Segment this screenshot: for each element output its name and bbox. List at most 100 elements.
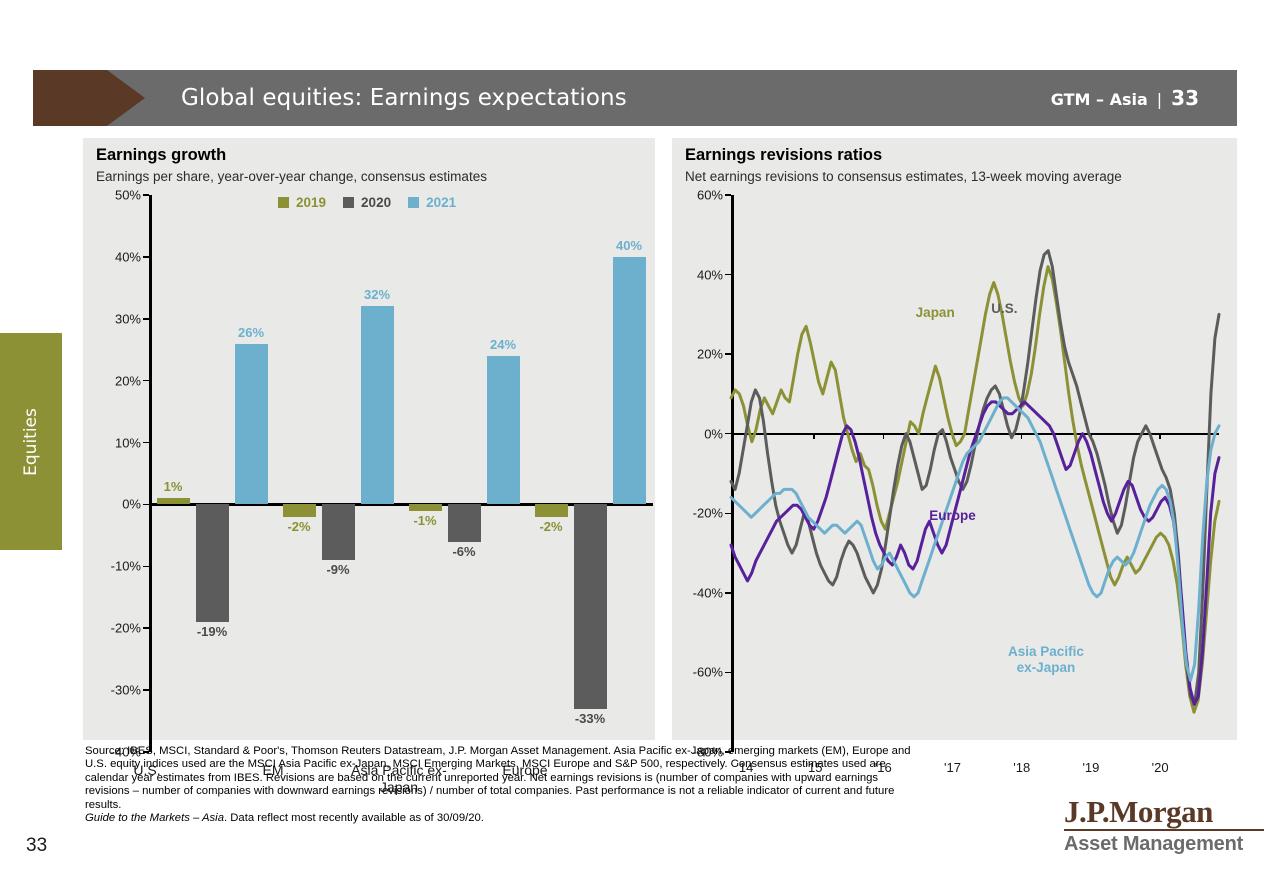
y-tick-label: -10%: [110, 558, 141, 574]
footnote-line-5: results.: [85, 798, 122, 811]
bar-2020-em[interactable]: [321, 504, 355, 561]
legend-swatch-2019: [278, 197, 289, 208]
category-label: U.S.: [133, 762, 161, 778]
x-tick: [1159, 433, 1161, 439]
bar-2019-asia-pacific-ex-japan[interactable]: [408, 504, 442, 511]
bar-2020-asia-pacific-ex-japan[interactable]: [447, 504, 481, 542]
y-tick-label: 30%: [114, 311, 141, 327]
legend-label-2021: 2021: [426, 195, 457, 210]
bar-chart-legend: 2019 2020 2021: [278, 195, 456, 210]
bar-2020-europe[interactable]: [573, 504, 607, 709]
bar-2021-asia-pacific-ex-japan[interactable]: [486, 355, 520, 505]
x-tick: [882, 433, 885, 439]
footnote-line-3: calendar year estimates from IBES. Revis…: [85, 771, 879, 784]
bar-value-label: -2%: [287, 518, 311, 534]
bar-2021-u-s-[interactable]: [234, 343, 268, 505]
category-label: EM: [262, 762, 284, 778]
legend-swatch-2020: [343, 197, 355, 208]
logo-tagline: Asset Management: [1064, 833, 1244, 855]
y-tick: [725, 194, 731, 196]
bar-2019-u-s-[interactable]: [156, 498, 190, 505]
bar-value-label: -33%: [574, 710, 606, 726]
series-annotation-asia-pacific: Asia Pacific ex-Japan: [1008, 643, 1084, 675]
y-tick: [143, 441, 149, 444]
header-page-number: 33: [1171, 86, 1199, 110]
y-tick: [725, 512, 731, 515]
bar-value-label: 26%: [237, 324, 265, 340]
footnote-line-2: U.S. equity indices used are the MSCI As…: [85, 758, 886, 771]
footnote-data-date: . Data reflect most recently available a…: [223, 812, 484, 825]
chart-title-earnings-growth: Earnings growth: [96, 146, 227, 164]
bar-value-label: -9%: [326, 562, 350, 578]
y-tick: [143, 194, 149, 196]
bar-value-label: -6%: [452, 543, 476, 559]
y-tick: [725, 671, 731, 674]
y-tick-label: 0%: [122, 496, 141, 512]
bar-2020-u-s-[interactable]: [195, 504, 229, 623]
line-series-asia-pacific-ex-japan: [729, 396, 1221, 682]
y-tick: [143, 751, 149, 753]
zero-baseline: [149, 503, 653, 506]
legend-item-2020[interactable]: 2020: [343, 195, 391, 210]
page-title: Global equities: Earnings expectations: [181, 85, 627, 111]
y-tick: [725, 592, 731, 594]
legend-swatch-2021: [408, 197, 420, 208]
x-tick-label: '16: [874, 760, 892, 775]
x-tick-label: '18: [1013, 760, 1031, 775]
x-tick-label: '17: [944, 760, 961, 775]
series-annotation-u-s-: U.S.: [991, 301, 1018, 317]
bar-2019-europe[interactable]: [534, 504, 568, 517]
footnote-line-4: revisions – number of companies with dow…: [85, 785, 895, 798]
x-tick: [1020, 433, 1023, 439]
y-tick-label: -20%: [692, 505, 723, 521]
y-tick: [143, 565, 149, 568]
bar-value-label: 40%: [615, 237, 643, 253]
chart-title-earnings-revisions: Earnings revisions ratios: [685, 146, 883, 164]
bar-2021-europe[interactable]: [612, 256, 646, 505]
line-series-europe: [729, 400, 1221, 706]
y-tick-label: -40%: [110, 744, 141, 760]
legend-label-2019: 2019: [296, 195, 327, 210]
bar-2021-em[interactable]: [360, 306, 394, 505]
x-tick-label: '15: [805, 760, 823, 775]
sidebar-tab-equities[interactable]: Equities: [0, 333, 62, 550]
y-tick-label: -30%: [110, 682, 141, 698]
bar-2019-em[interactable]: [282, 504, 316, 517]
category-label: Asia Pacific ex- Japan: [351, 762, 447, 795]
bar-value-label: -19%: [196, 624, 228, 640]
footnote-block: Source: IBES, MSCI, Standard & Poor's, T…: [85, 745, 1045, 825]
y-tick: [143, 256, 149, 258]
bar-value-label: -2%: [539, 518, 563, 534]
legend-item-2021[interactable]: 2021: [408, 195, 456, 210]
y-tick-label: 20%: [696, 346, 723, 362]
y-tick-label: -20%: [110, 620, 141, 636]
footnote-guide-title: Guide to the Markets – Asia: [85, 812, 224, 825]
bar-value-label: -1%: [413, 512, 437, 528]
y-tick-label: 10%: [114, 435, 141, 451]
logo-wordmark: J.P.Morgan: [1064, 794, 1213, 829]
x-tick-label: '14: [736, 760, 754, 775]
line-series-japan: [729, 265, 1221, 714]
header-arrow-icon: [33, 70, 145, 126]
legend-item-2019[interactable]: 2019: [278, 195, 326, 210]
earnings-growth-panel: Earnings growth Earnings per share, year…: [83, 138, 655, 795]
chart-subtitle-earnings-revisions: Net earnings revisions to consensus esti…: [685, 169, 1122, 184]
earnings-revisions-panel: Earnings revisions ratios Net earnings r…: [672, 138, 1237, 775]
y-axis-line: [731, 195, 734, 752]
series-annotation-japan: Japan: [915, 305, 955, 321]
y-tick: [143, 503, 149, 506]
y-tick-label: 0%: [704, 426, 723, 442]
x-tick-label: '20: [1151, 760, 1169, 775]
footnote-line-6: Guide to the Markets – Asia. Data reflec…: [85, 812, 1045, 825]
y-axis-line: [149, 195, 152, 752]
y-tick-label: -60%: [692, 664, 723, 680]
y-tick-label: 40%: [696, 267, 723, 283]
sidebar-tab-label: Equities: [21, 407, 41, 476]
y-tick: [143, 318, 149, 320]
y-tick-label: 20%: [114, 373, 141, 389]
y-tick: [725, 353, 731, 355]
jpmorgan-logo: J.P.Morgan Asset Management: [1064, 795, 1264, 855]
y-tick-label: 60%: [696, 187, 723, 203]
y-tick: [143, 379, 149, 382]
y-tick-label: -80%: [692, 744, 723, 760]
